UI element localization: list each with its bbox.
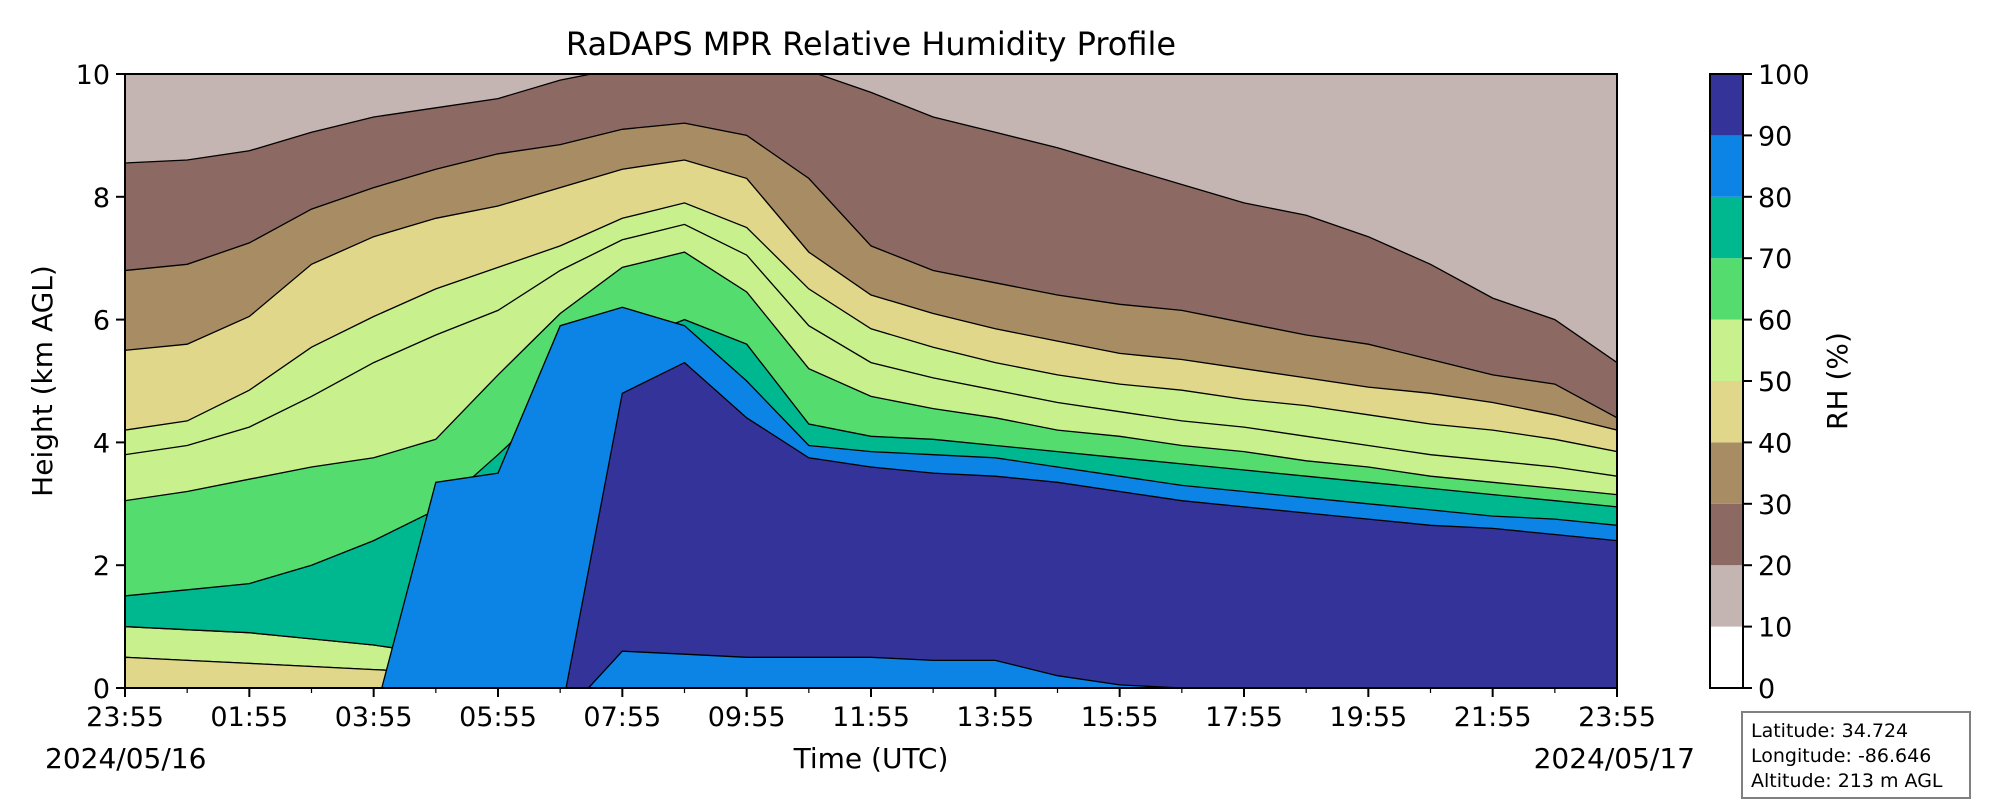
y-axis: 0 2 4 6 8 10 <box>76 60 125 705</box>
colorbar-tick-label: 50 <box>1758 367 1792 398</box>
altitude-text: Altitude: 213 m AGL <box>1751 770 1943 792</box>
x-tick-label: 19:55 <box>1329 702 1407 733</box>
colorbar-segment <box>1710 442 1743 504</box>
colorbar-tick-label: 10 <box>1758 613 1792 644</box>
x-tick-label: 07:55 <box>583 702 661 733</box>
colorbar-segment <box>1710 626 1743 688</box>
longitude-text: Longitude: -86.646 <box>1751 745 1932 767</box>
y-tick-label: 0 <box>93 674 110 705</box>
x-tick-label: 15:55 <box>1081 702 1159 733</box>
y-tick-label: 8 <box>93 183 110 214</box>
x-tick-label: 13:55 <box>956 702 1034 733</box>
x-tick-label: 01:55 <box>210 702 288 733</box>
colorbar-segment <box>1710 565 1743 627</box>
x-tick-label: 21:55 <box>1454 702 1532 733</box>
colorbar-tick-label: 0 <box>1758 674 1775 705</box>
colorbar-segment <box>1710 74 1743 136</box>
x-tick-label: 23:55 <box>1578 702 1656 733</box>
colorbar-segment <box>1710 196 1743 259</box>
colorbar-tick-label: 30 <box>1758 490 1792 521</box>
plot-area <box>125 74 1617 688</box>
colorbar-tick-label: 60 <box>1758 306 1792 337</box>
x-tick-label: 03:55 <box>335 702 413 733</box>
colorbar-segment <box>1710 258 1743 320</box>
end-date-label: 2024/05/17 <box>1534 742 1695 775</box>
x-tick-label: 11:55 <box>832 702 910 733</box>
chart-title: RaDAPS MPR Relative Humidity Profile <box>566 25 1176 63</box>
x-tick-label: 17:55 <box>1205 702 1283 733</box>
colorbar-segment <box>1710 135 1743 197</box>
station-info-box: Latitude: 34.724 Longitude: -86.646 Alti… <box>1741 711 1971 799</box>
colorbar-tick-label: 80 <box>1758 183 1792 214</box>
colorbar-tick-label: 40 <box>1758 428 1792 459</box>
colorbar-segment <box>1710 381 1743 443</box>
colorbar-segment <box>1710 319 1743 381</box>
x-tick-label: 23:55 <box>86 702 164 733</box>
colorbar-tick-label: 20 <box>1758 551 1792 582</box>
colorbar: 0 10 20 30 40 50 60 70 80 90 100 <box>1709 60 1810 705</box>
y-axis-label: Height (km AGL) <box>26 265 59 497</box>
y-tick-label: 6 <box>93 306 110 337</box>
y-tick-label: 4 <box>93 428 110 459</box>
colorbar-segment <box>1710 503 1743 566</box>
x-tick-label: 05:55 <box>459 702 537 733</box>
y-tick-label: 2 <box>93 551 110 582</box>
x-tick-label: 09:55 <box>708 702 786 733</box>
colorbar-tick-label: 100 <box>1758 60 1810 91</box>
colorbar-tick-label: 90 <box>1758 121 1792 152</box>
colorbar-label: RH (%) <box>1821 332 1854 430</box>
x-axis: 23:55 01:55 03:55 05:55 07:55 09:55 11:55 13:55… <box>86 688 1656 733</box>
y-tick-label: 10 <box>76 60 110 91</box>
latitude-text: Latitude: 34.724 <box>1751 720 1909 742</box>
colorbar-tick-label: 70 <box>1758 244 1792 275</box>
x-axis-label: Time (UTC) <box>793 742 949 775</box>
rh-band-90-100 <box>565 361 1617 688</box>
start-date-label: 2024/05/16 <box>45 742 206 775</box>
rh-band-upper-10-20 <box>125 74 1617 364</box>
